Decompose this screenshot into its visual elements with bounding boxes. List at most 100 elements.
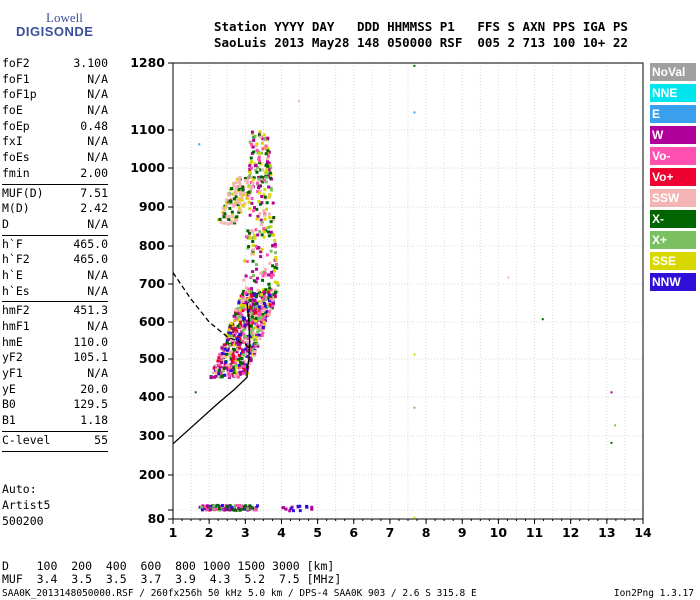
echo-point bbox=[255, 302, 259, 306]
legend-item-noval: NoVal bbox=[650, 63, 696, 81]
echo-point bbox=[246, 193, 250, 197]
echo-point bbox=[274, 290, 278, 294]
echo-point bbox=[250, 330, 254, 334]
echo-point bbox=[255, 181, 259, 185]
param-value: 20.0 bbox=[80, 381, 108, 396]
echo-point bbox=[239, 317, 243, 321]
echo-point bbox=[237, 210, 241, 214]
echo-point bbox=[267, 168, 271, 172]
y-tick-label: 1100 bbox=[130, 122, 165, 137]
echo-point bbox=[255, 148, 259, 152]
echo-point bbox=[267, 195, 271, 199]
echo-point bbox=[261, 299, 265, 303]
echo-point bbox=[245, 349, 249, 353]
echo-point bbox=[249, 335, 253, 339]
echo-point bbox=[248, 305, 252, 309]
echo-point bbox=[241, 185, 245, 189]
echo-point bbox=[246, 324, 250, 328]
echo-point bbox=[222, 366, 226, 370]
echo-point bbox=[248, 167, 252, 171]
echo-point bbox=[257, 133, 261, 137]
echo-point bbox=[268, 303, 272, 307]
echo-point bbox=[214, 507, 218, 511]
echo-point bbox=[248, 299, 252, 303]
y-tick-label: 200 bbox=[139, 467, 165, 482]
echo-point bbox=[234, 188, 238, 192]
echo-point bbox=[259, 271, 263, 275]
echo-point bbox=[238, 360, 242, 364]
echo-point bbox=[212, 504, 216, 508]
param-name: foF2 bbox=[2, 56, 30, 70]
echo-point bbox=[255, 207, 259, 211]
param-separator bbox=[2, 430, 108, 432]
echo-point bbox=[238, 314, 242, 318]
echo-point bbox=[253, 308, 257, 312]
echo-point bbox=[253, 299, 257, 303]
echo-point bbox=[237, 312, 241, 316]
echo-point bbox=[263, 136, 267, 140]
echo-point bbox=[246, 305, 250, 309]
echo-point bbox=[251, 327, 255, 331]
echo-point bbox=[243, 259, 247, 263]
echo-point bbox=[263, 230, 267, 234]
echo-point bbox=[274, 262, 278, 266]
echo-point bbox=[260, 333, 264, 337]
echo-point bbox=[268, 299, 272, 303]
param-value: N/A bbox=[87, 267, 108, 282]
param-name: foEp bbox=[2, 118, 30, 133]
echo-point bbox=[251, 244, 255, 248]
echo-point bbox=[266, 174, 270, 178]
echo-point bbox=[241, 329, 245, 333]
echo-point bbox=[253, 351, 257, 355]
echo-point bbox=[257, 155, 261, 159]
echo-point bbox=[220, 374, 224, 378]
echo-point bbox=[241, 505, 245, 509]
echo-point bbox=[241, 332, 245, 336]
echo-point bbox=[274, 245, 278, 249]
echo-point bbox=[275, 281, 279, 285]
echo-point bbox=[238, 333, 242, 337]
echo-point bbox=[247, 170, 251, 174]
echo-point bbox=[263, 317, 267, 321]
echo-point bbox=[227, 374, 231, 378]
echo-point bbox=[266, 304, 270, 308]
echo-point bbox=[267, 282, 271, 286]
echo-point bbox=[273, 288, 277, 292]
echo-point bbox=[234, 317, 238, 321]
echo-point bbox=[254, 144, 258, 148]
echo-point bbox=[248, 504, 252, 508]
echo-point bbox=[265, 296, 269, 300]
echo-point bbox=[233, 331, 237, 335]
echo-point bbox=[243, 322, 247, 326]
param-row: fmin 2.00 bbox=[2, 166, 108, 182]
echo-point bbox=[230, 326, 234, 330]
echo-point bbox=[221, 210, 225, 214]
param-row: foF2 3.100 bbox=[2, 56, 108, 72]
y-tick-label: 80 bbox=[148, 511, 166, 526]
echo-point bbox=[260, 247, 264, 251]
echo-point bbox=[256, 324, 260, 328]
echo-point bbox=[257, 157, 261, 161]
echo-point bbox=[198, 505, 202, 509]
echo-point bbox=[230, 505, 234, 509]
echo-point bbox=[266, 136, 270, 140]
echo-point bbox=[269, 225, 273, 229]
echo-point bbox=[235, 310, 239, 314]
param-value: 7.51 bbox=[80, 185, 108, 200]
echo-point bbox=[240, 339, 244, 343]
param-row: B0 129.5 bbox=[2, 397, 108, 413]
echo-point bbox=[263, 304, 267, 308]
echo-point bbox=[252, 279, 256, 283]
echo-point bbox=[251, 248, 255, 252]
echo-point bbox=[257, 175, 261, 179]
echo-point bbox=[266, 288, 270, 292]
echo-point bbox=[229, 321, 233, 325]
echo-point bbox=[263, 294, 267, 298]
echo-point bbox=[268, 171, 272, 175]
echo-point bbox=[258, 291, 262, 295]
echo-point bbox=[225, 504, 229, 508]
echo-point bbox=[292, 509, 296, 513]
echo-point bbox=[267, 290, 271, 294]
echo-point bbox=[267, 171, 271, 175]
echo-point bbox=[231, 341, 235, 345]
